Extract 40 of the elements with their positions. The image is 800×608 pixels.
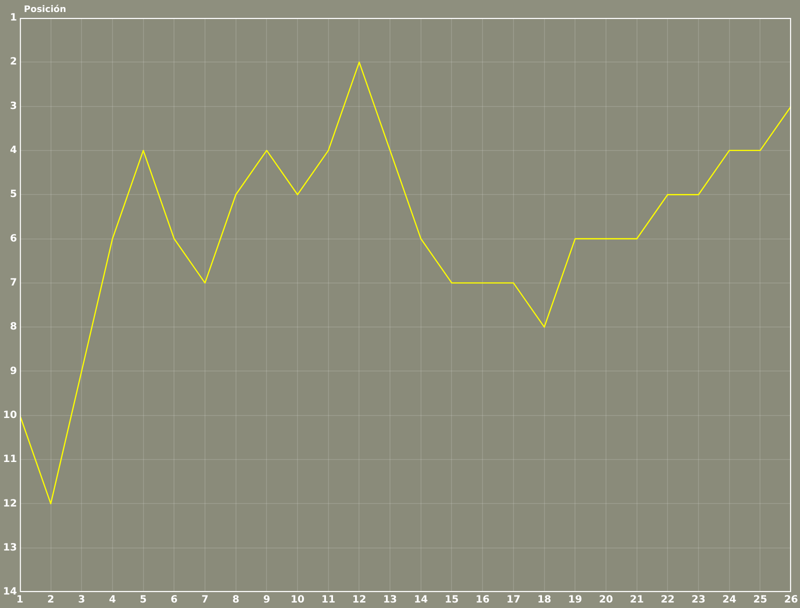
y-tick-label: 14 [2,586,17,598]
x-tick-label: 4 [108,594,116,606]
x-tick-label: 16 [476,594,490,606]
x-tick-label: 25 [753,594,768,606]
x-tick-label: 10 [290,594,305,606]
x-tick-label: 11 [321,594,336,606]
y-tick-label: 3 [10,100,17,112]
y-tick-label: 13 [2,542,17,554]
x-tick-label: 13 [383,594,398,606]
x-tick-label: 23 [692,594,706,606]
x-tick-label: 26 [784,594,798,606]
x-tick-label: 24 [722,594,736,606]
y-tick-label: 11 [2,454,17,466]
y-tick-label: 12 [2,498,17,510]
x-tick-label: 20 [599,594,613,606]
y-tick-label: 10 [2,410,17,421]
y-tick-label: 7 [10,278,17,289]
x-tick-label: 21 [630,594,644,606]
x-tick-label: 22 [660,594,675,606]
x-tick-label: 9 [263,594,270,606]
y-tick-label: 9 [10,366,17,377]
x-tick-label: 8 [232,594,240,606]
x-tick-label: 5 [140,594,147,606]
y-tick-label: 6 [10,233,17,244]
x-tick-label: 15 [444,594,459,606]
y-tick-label: 4 [10,145,17,156]
y-tick-label: 1 [10,12,17,24]
y-tick-label: 2 [10,56,17,68]
x-tick-label: 3 [78,594,86,606]
x-tick-label: 7 [202,594,208,606]
x-tick-label: 17 [506,594,520,606]
y-tick-label: 5 [10,189,17,200]
x-tick-label: 14 [414,594,428,606]
y-tick-label: 8 [10,322,17,333]
x-tick-label: 12 [352,594,366,606]
x-tick-label: 18 [537,594,552,606]
x-tick-label: 19 [568,594,582,606]
x-tick-label: 6 [170,594,178,606]
y-axis-title: Posición [24,4,66,15]
x-tick-label: 2 [47,594,54,606]
